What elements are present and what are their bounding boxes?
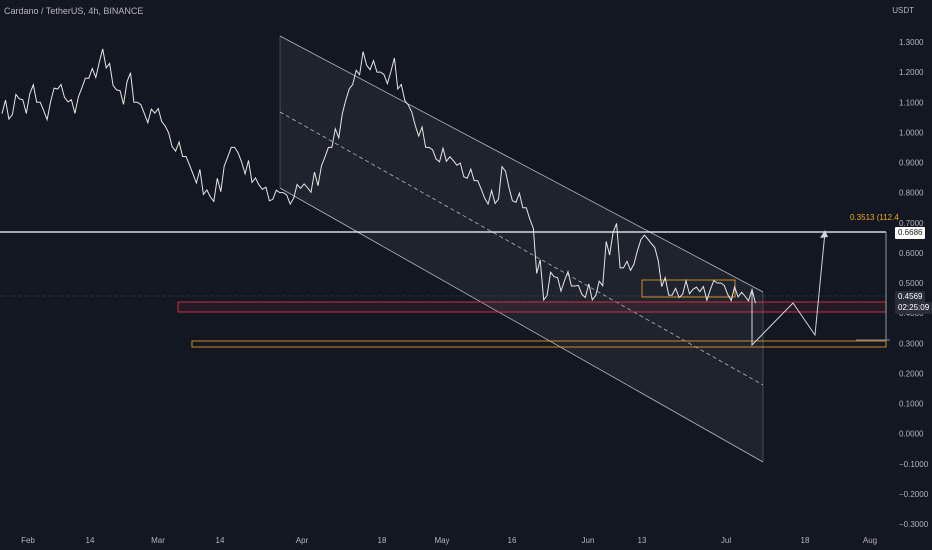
time-tick-label: 16 <box>508 536 517 545</box>
time-tick-label: Jun <box>582 536 595 545</box>
price-series[interactable] <box>1 48 756 304</box>
time-tick-label: Aug <box>863 536 877 545</box>
price-tick-label: 0.6000 <box>899 249 924 258</box>
price-tick-label: 0.5000 <box>899 279 924 288</box>
price-tick-label: 0.2000 <box>899 369 924 378</box>
channel-lower-line[interactable] <box>279 187 764 463</box>
time-tick-label: Feb <box>21 536 35 545</box>
price-tick-label: −0.1000 <box>899 460 929 469</box>
time-tick-label: May <box>434 536 449 545</box>
price-tick-label: −0.3000 <box>899 520 929 529</box>
price-tick-label: 1.0000 <box>899 128 924 137</box>
time-tick-label: 14 <box>216 536 225 545</box>
time-tick-label: 18 <box>378 536 387 545</box>
time-tick-label: 14 <box>86 536 95 545</box>
price-tick-label: 1.3000 <box>899 38 924 47</box>
measure-label: 0.3513 (112.4 <box>850 213 899 222</box>
time-axis[interactable]: Feb 14 Mar 14 Apr 18 May 16 Jun 13 Jul 18 Aug <box>21 536 877 545</box>
resistance-price-tag: 0.6686 <box>895 227 926 239</box>
price-axis[interactable]: 1.3000 1.2000 1.1000 1.0000 0.9000 0.8000 0.70… <box>899 38 929 529</box>
channel-upper-line[interactable] <box>279 35 764 293</box>
projection-path[interactable] <box>751 231 826 347</box>
price-tick-label: 1.2000 <box>899 68 924 77</box>
descending-channel[interactable] <box>280 36 763 462</box>
lower-zone[interactable] <box>191 340 887 348</box>
time-tick-label: 13 <box>638 536 647 545</box>
price-tick-label: 0.0000 <box>899 430 924 439</box>
price-tick-label: 1.1000 <box>899 98 924 107</box>
price-tick-label: 0.7000 <box>899 219 924 228</box>
price-tick-label: 0.3000 <box>899 339 924 348</box>
time-tick-label: Jul <box>721 536 731 545</box>
price-tick-label: 0.8000 <box>899 189 924 198</box>
channel-mid-line[interactable] <box>279 111 764 386</box>
time-tick-label: 18 <box>801 536 810 545</box>
price-tick-label: 0.1000 <box>899 400 924 409</box>
support-zone[interactable] <box>177 301 887 313</box>
time-tick-label: Mar <box>151 536 165 545</box>
last-price-tag: 0.4569 <box>895 291 926 303</box>
price-line <box>1 48 756 304</box>
time-tick-label: Apr <box>296 536 309 545</box>
currency-label: USDT <box>892 6 914 15</box>
price-tick-label: −0.2000 <box>899 490 929 499</box>
symbol-title[interactable]: Cardano / TetherUS, 4h, BINANCE <box>4 6 144 16</box>
projection-arrowhead <box>820 230 828 238</box>
price-tick-label: 0.9000 <box>899 159 924 168</box>
countdown-tag: 02:25:09 <box>895 302 932 314</box>
